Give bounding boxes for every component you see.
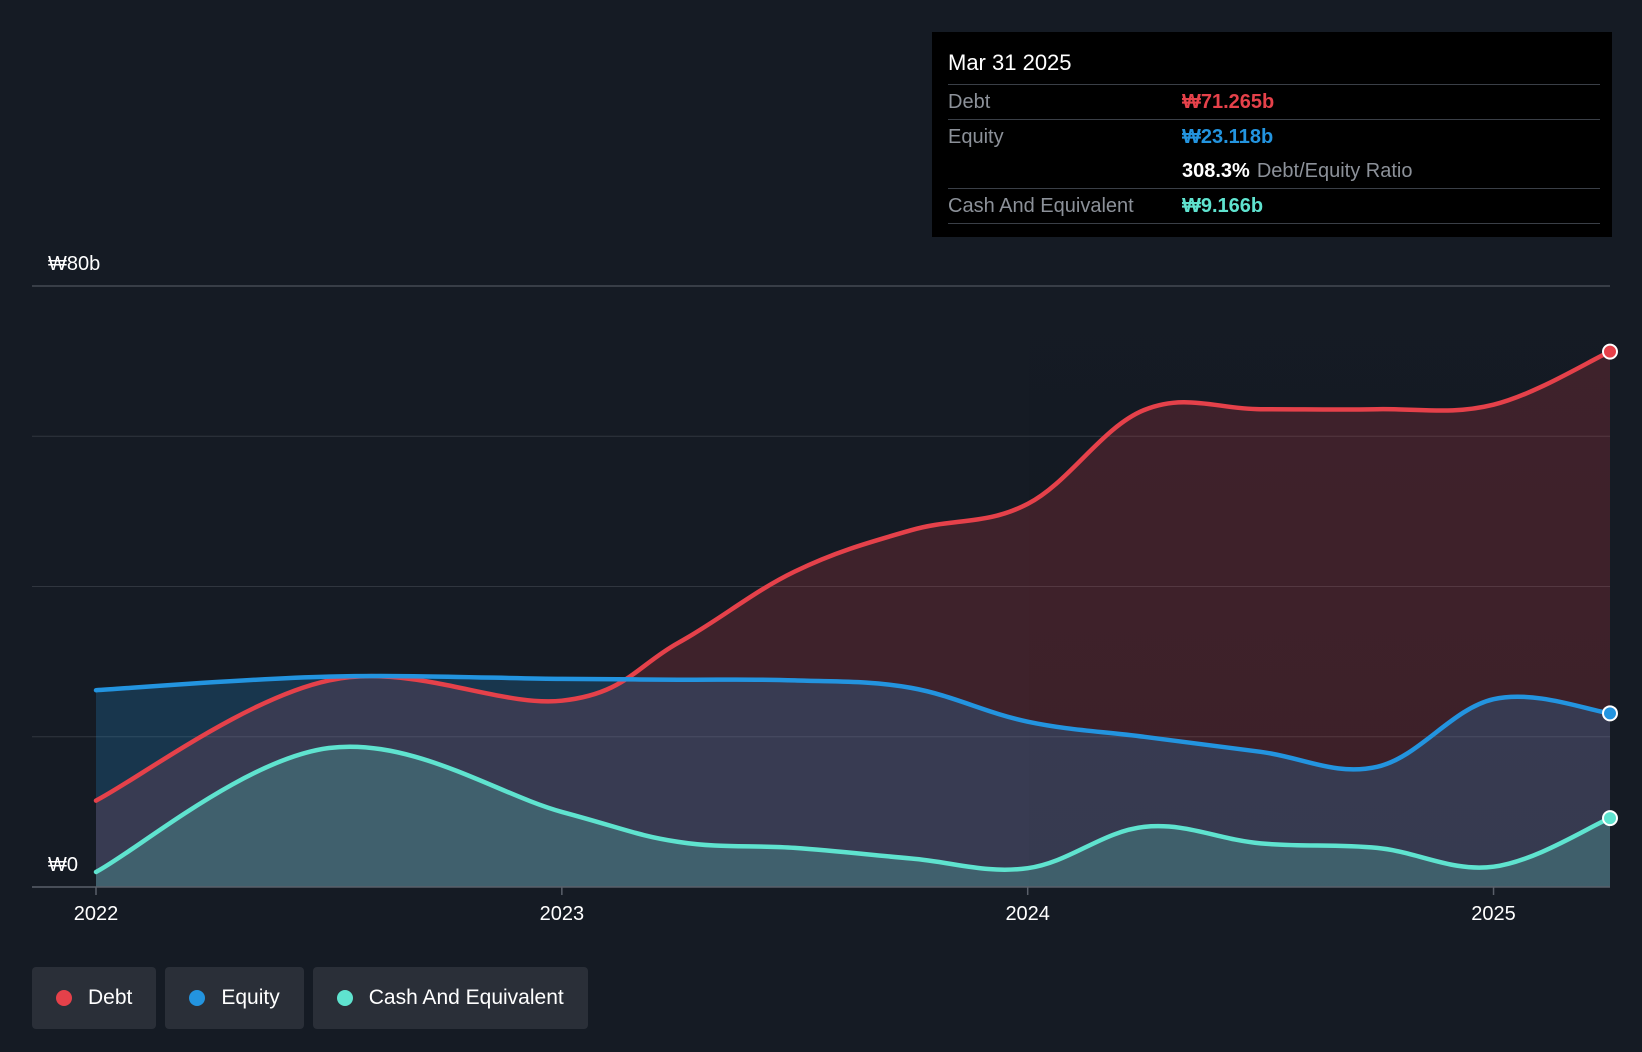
endpoint-equity (1602, 705, 1618, 722)
endpoint-debt (1602, 343, 1618, 360)
tooltip-row-debt: Debt ₩71.265b (948, 84, 1600, 119)
x-tick-label-2023: 2023 (540, 903, 585, 925)
tooltip-debt-label: Debt (948, 91, 991, 113)
area-equity (96, 676, 1610, 887)
legend-dot-equity (189, 990, 206, 1006)
tooltip-debt-value: ₩71.265b (1182, 91, 1275, 113)
legend-item-equity[interactable]: Equity (165, 967, 304, 1029)
line-debt (93, 349, 1613, 803)
gridlines (32, 285, 1610, 738)
tooltip-row-equity: Equity ₩23.118b (948, 119, 1600, 154)
tooltip-date: Mar 31 2025 (948, 50, 1072, 75)
tooltip-row-cash: Cash And Equivalent ₩9.166b (948, 188, 1600, 224)
legend-dot-cash (336, 990, 353, 1006)
x-tick-label-2024: 2024 (1005, 903, 1050, 925)
axes: 2022 2023 2024 2025 ₩80b ₩0 (32, 253, 1610, 925)
tooltip-panel: Mar 31 2025 Debt ₩71.265b Equity ₩23.118… (932, 32, 1612, 237)
legend-label-equity: Equity (221, 986, 280, 1009)
tooltip-row-ratio: 308.3% Debt/Equity Ratio (948, 154, 1600, 188)
series-endpoints (1602, 343, 1618, 827)
legend-item-debt[interactable]: Debt (32, 967, 157, 1029)
x-tick-label-2022: 2022 (74, 903, 119, 925)
legend-label-cash: Cash And Equivalent (368, 986, 564, 1009)
tooltip-equity-label: Equity (948, 126, 1004, 148)
series-areas (96, 351, 1610, 888)
legend-label-debt: Debt (88, 986, 133, 1009)
tooltip-ratio-value: 308.3% (1182, 160, 1250, 182)
tooltip-ratio-label: Debt/Equity Ratio (1256, 160, 1413, 182)
x-tick-label-2025: 2025 (1471, 903, 1516, 925)
area-cash-and-equivalent (96, 746, 1610, 887)
tooltip-cash-value: ₩9.166b (1182, 195, 1264, 217)
endpoint-cash-and-equivalent (1602, 810, 1618, 827)
tooltip-equity-value: ₩23.118b (1182, 126, 1274, 148)
tooltip-cash-label: Cash And Equivalent (948, 195, 1134, 217)
y-tick-label-top: ₩80b (48, 253, 100, 275)
line-equity (93, 673, 1613, 772)
legend: Debt Equity Cash And Equivalent (32, 967, 588, 1029)
legend-item-cash[interactable]: Cash And Equivalent (312, 967, 588, 1029)
legend-dot-debt (56, 990, 72, 1006)
series-lines (93, 349, 1613, 875)
line-cash-and-equivalent (93, 744, 1613, 875)
area-debt (96, 351, 1610, 888)
y-tick-label-zero: ₩0 (48, 854, 78, 876)
